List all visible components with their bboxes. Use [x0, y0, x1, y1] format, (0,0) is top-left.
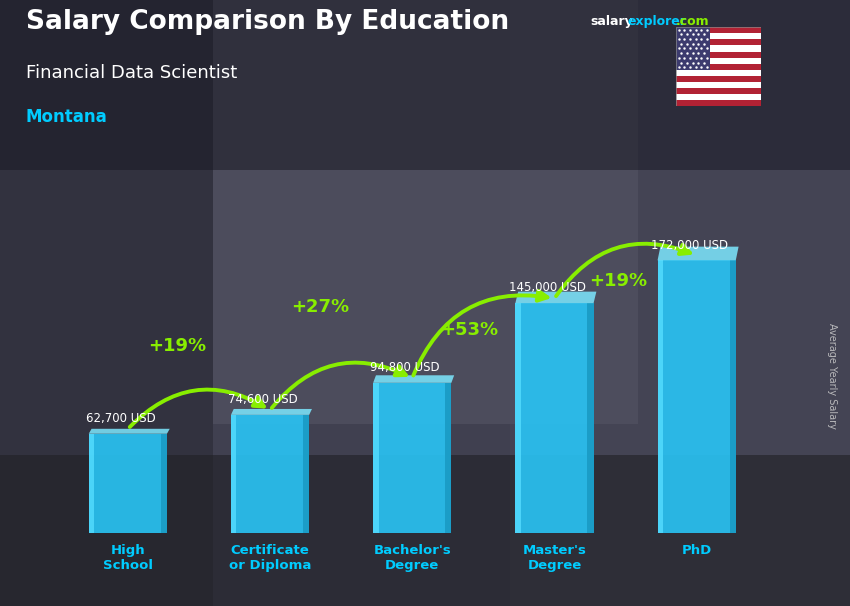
Polygon shape	[88, 429, 170, 434]
Bar	[515, 303, 521, 533]
Polygon shape	[373, 375, 454, 383]
Text: +19%: +19%	[589, 272, 648, 290]
Text: .com: .com	[676, 15, 710, 28]
Bar	[510, 0, 850, 606]
Bar	[729, 261, 736, 533]
Bar	[161, 434, 167, 533]
Bar	[676, 82, 761, 88]
Bar	[676, 27, 761, 33]
Bar	[88, 434, 167, 533]
Bar	[676, 76, 761, 82]
Text: explorer: explorer	[627, 15, 686, 28]
Bar	[587, 303, 593, 533]
Text: 145,000 USD: 145,000 USD	[509, 281, 586, 295]
Bar	[676, 100, 761, 106]
Text: salary: salary	[591, 15, 633, 28]
Bar	[0, 0, 850, 170]
Bar	[0, 0, 212, 606]
Bar	[212, 0, 638, 424]
Bar	[373, 383, 378, 533]
Bar	[676, 64, 761, 70]
Text: Average Yearly Salary: Average Yearly Salary	[827, 323, 837, 428]
Text: 62,700 USD: 62,700 USD	[86, 412, 156, 425]
Bar	[658, 261, 663, 533]
Text: 94,800 USD: 94,800 USD	[371, 361, 440, 374]
Bar	[676, 88, 761, 94]
Bar	[515, 303, 593, 533]
Bar	[231, 415, 309, 533]
Bar	[373, 383, 451, 533]
Bar	[676, 52, 761, 58]
Polygon shape	[231, 409, 312, 415]
Bar	[676, 94, 761, 100]
Bar	[445, 383, 451, 533]
Text: 172,000 USD: 172,000 USD	[651, 239, 728, 251]
Text: 74,600 USD: 74,600 USD	[228, 393, 298, 406]
Text: Salary Comparison By Education: Salary Comparison By Education	[26, 9, 508, 35]
Polygon shape	[515, 291, 597, 303]
Bar	[676, 33, 761, 39]
Bar	[676, 27, 710, 70]
FancyArrowPatch shape	[130, 390, 264, 427]
Text: +27%: +27%	[291, 298, 348, 316]
FancyArrowPatch shape	[556, 244, 690, 296]
FancyArrowPatch shape	[272, 362, 405, 408]
Text: Montana: Montana	[26, 108, 107, 126]
Bar	[658, 261, 736, 533]
Text: Financial Data Scientist: Financial Data Scientist	[26, 64, 237, 82]
Bar	[676, 45, 761, 52]
Bar	[88, 434, 94, 533]
Bar	[0, 454, 850, 606]
Text: +19%: +19%	[149, 337, 207, 355]
Text: +53%: +53%	[440, 321, 498, 339]
Bar	[231, 415, 236, 533]
Polygon shape	[658, 247, 739, 261]
Bar	[676, 70, 761, 76]
Bar	[676, 39, 761, 45]
FancyArrowPatch shape	[413, 291, 547, 376]
Bar	[303, 415, 309, 533]
Bar	[676, 58, 761, 64]
